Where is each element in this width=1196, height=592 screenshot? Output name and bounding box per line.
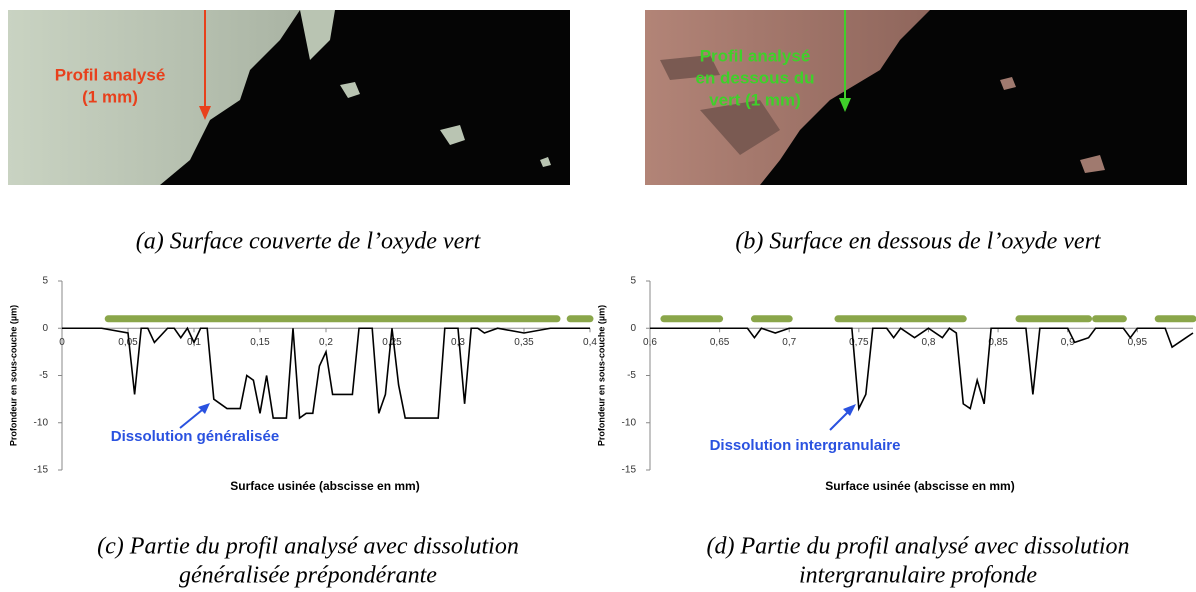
x-tick-label: 0,15 bbox=[250, 337, 270, 348]
caption: généralisée prépondérante bbox=[179, 563, 437, 589]
x-tick-label: 0,7 bbox=[782, 337, 796, 348]
y-axis-label: Profondeur en sous-couche (µm) bbox=[596, 305, 606, 446]
y-tick-label: 5 bbox=[42, 276, 48, 287]
x-tick-label: 0,95 bbox=[1128, 337, 1148, 348]
x-tick-label: 0,8 bbox=[922, 337, 936, 348]
y-tick-label: -15 bbox=[34, 465, 49, 476]
profile-line bbox=[650, 327, 1194, 412]
image-annotation: (1 mm) bbox=[82, 87, 138, 106]
profile-line bbox=[62, 326, 590, 420]
y-tick-label: 5 bbox=[630, 276, 636, 287]
image-annotation: Profil analysé bbox=[700, 46, 811, 65]
x-tick-label: 0,25 bbox=[382, 337, 402, 348]
chart-annotation: Dissolution intergranulaire bbox=[710, 437, 901, 454]
y-tick-label: -10 bbox=[34, 417, 49, 428]
y-axis-label: Profondeur en sous-couche (µm) bbox=[8, 305, 18, 446]
y-tick-label: -5 bbox=[627, 370, 636, 381]
y-tick-label: 0 bbox=[630, 323, 636, 334]
x-tick-label: 0,6 bbox=[643, 337, 657, 348]
y-tick-label: -5 bbox=[39, 370, 48, 381]
caption: (c) Partie du profil analysé avec dissol… bbox=[97, 534, 519, 560]
annotation-arrows bbox=[179, 403, 856, 431]
x-tick-label: 0,3 bbox=[451, 337, 465, 348]
x-tick-label: 0,85 bbox=[988, 337, 1008, 348]
x-tick-label: 0,75 bbox=[849, 337, 869, 348]
image-annotation: Profil analysé bbox=[55, 65, 166, 84]
image-annotation: en dessous du bbox=[695, 68, 814, 87]
caption: (b) Surface en dessous de l’oxyde vert bbox=[735, 229, 1102, 255]
x-tick-label: 0,65 bbox=[710, 337, 730, 348]
x-tick-label: 0,35 bbox=[514, 337, 534, 348]
image-annotation: vert (1 mm) bbox=[709, 90, 801, 109]
micrograph-b: Profil analysé en dessous du vert (1 mm) bbox=[645, 10, 1187, 185]
x-tick-label: 0,4 bbox=[583, 337, 597, 348]
micrograph-a: Profil analysé (1 mm) bbox=[8, 10, 570, 185]
y-tick-label: -15 bbox=[622, 465, 637, 476]
x-tick-label: 0 bbox=[59, 337, 65, 348]
x-tick-label: 0,2 bbox=[319, 337, 333, 348]
caption: (a) Surface couverte de l’oxyde vert bbox=[136, 229, 482, 255]
y-tick-label: -10 bbox=[622, 417, 637, 428]
x-axis-label: Surface usinée (abscisse en mm) bbox=[825, 479, 1014, 493]
caption: (d) Partie du profil analysé avec dissol… bbox=[706, 534, 1129, 560]
x-tick-label: 0,9 bbox=[1061, 337, 1075, 348]
caption: intergranulaire profonde bbox=[799, 563, 1037, 589]
chart-annotation: Dissolution généralisée bbox=[111, 428, 279, 445]
y-tick-label: 0 bbox=[42, 323, 48, 334]
x-axis-label: Surface usinée (abscisse en mm) bbox=[230, 479, 419, 493]
